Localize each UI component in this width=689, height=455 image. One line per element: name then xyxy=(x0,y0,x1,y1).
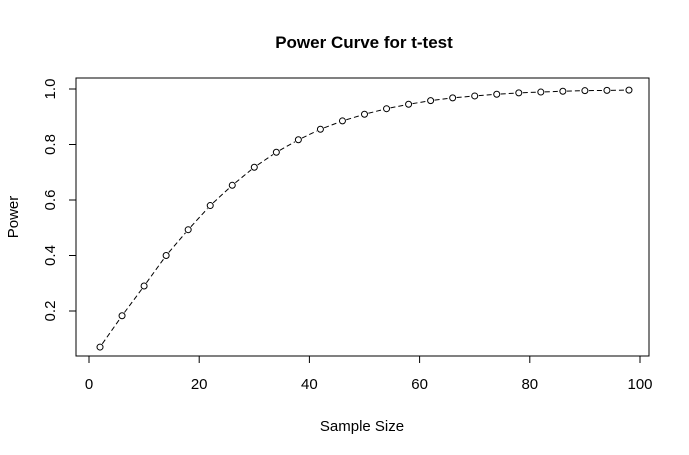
data-point xyxy=(405,100,413,108)
data-point xyxy=(162,252,170,259)
y-tick-label: 0.8 xyxy=(42,134,59,155)
data-point xyxy=(228,181,236,189)
data-point xyxy=(449,94,457,102)
x-tick-label: 40 xyxy=(301,376,318,393)
series-line-segment xyxy=(146,258,165,284)
series-line-segment xyxy=(301,130,318,139)
series-line-segment xyxy=(190,208,208,228)
y-axis: 0.2 0.4 0.6 0.8 1.0 xyxy=(42,79,77,322)
x-tick-label: 80 xyxy=(521,376,538,393)
data-point xyxy=(338,117,346,125)
series-line-segment xyxy=(235,169,252,184)
data-point xyxy=(493,90,501,98)
series-line-segment xyxy=(168,232,186,253)
series-line-segment xyxy=(346,114,361,121)
series-line-segment xyxy=(390,104,405,109)
x-tick-label: 60 xyxy=(411,376,428,393)
series-line-segment xyxy=(434,97,449,101)
data-point xyxy=(625,86,633,94)
data-point xyxy=(294,136,302,144)
x-axis: 0 20 40 60 80 100 xyxy=(85,355,653,393)
data-point xyxy=(603,86,611,94)
plot-area xyxy=(96,86,633,351)
x-tick-label: 100 xyxy=(627,376,652,393)
plot-frame xyxy=(75,77,650,357)
series-line-segment xyxy=(456,95,471,99)
data-point xyxy=(206,202,214,210)
chart-title: Power Curve for t-test xyxy=(275,33,453,52)
series-line-segment xyxy=(478,94,493,97)
x-axis-label: Sample Size xyxy=(320,418,404,435)
y-tick-label: 1.0 xyxy=(42,79,59,100)
series-line-segment xyxy=(412,100,427,105)
data-point xyxy=(581,87,589,95)
series-line-segment xyxy=(101,318,121,345)
data-point xyxy=(471,92,479,100)
y-tick-label: 0.6 xyxy=(42,190,59,211)
data-point xyxy=(559,87,567,95)
series-line-segment xyxy=(124,288,143,313)
x-tick-label: 20 xyxy=(191,376,208,393)
data-point xyxy=(515,89,523,97)
series-line-segment xyxy=(257,154,274,166)
series-line-segment xyxy=(544,90,559,93)
data-point xyxy=(537,88,545,96)
data-point xyxy=(250,163,258,171)
series-line-segment xyxy=(212,187,230,204)
series-line-segment xyxy=(368,109,383,114)
data-point xyxy=(272,148,280,156)
x-tick-label: 0 xyxy=(85,376,93,393)
data-point xyxy=(383,105,391,113)
data-point xyxy=(184,226,192,234)
series-line-segment xyxy=(500,92,515,95)
series-line-segment xyxy=(279,141,296,151)
data-point xyxy=(96,343,104,351)
data-point xyxy=(140,282,148,290)
series-line-segment xyxy=(323,121,339,129)
data-point xyxy=(361,110,368,118)
data-point xyxy=(118,312,126,320)
y-tick-label: 0.4 xyxy=(42,245,59,266)
data-point xyxy=(316,125,324,133)
data-point xyxy=(427,97,435,105)
series-line-segment xyxy=(522,91,537,94)
y-axis-label: Power xyxy=(5,196,22,239)
y-tick-label: 0.2 xyxy=(42,301,59,322)
